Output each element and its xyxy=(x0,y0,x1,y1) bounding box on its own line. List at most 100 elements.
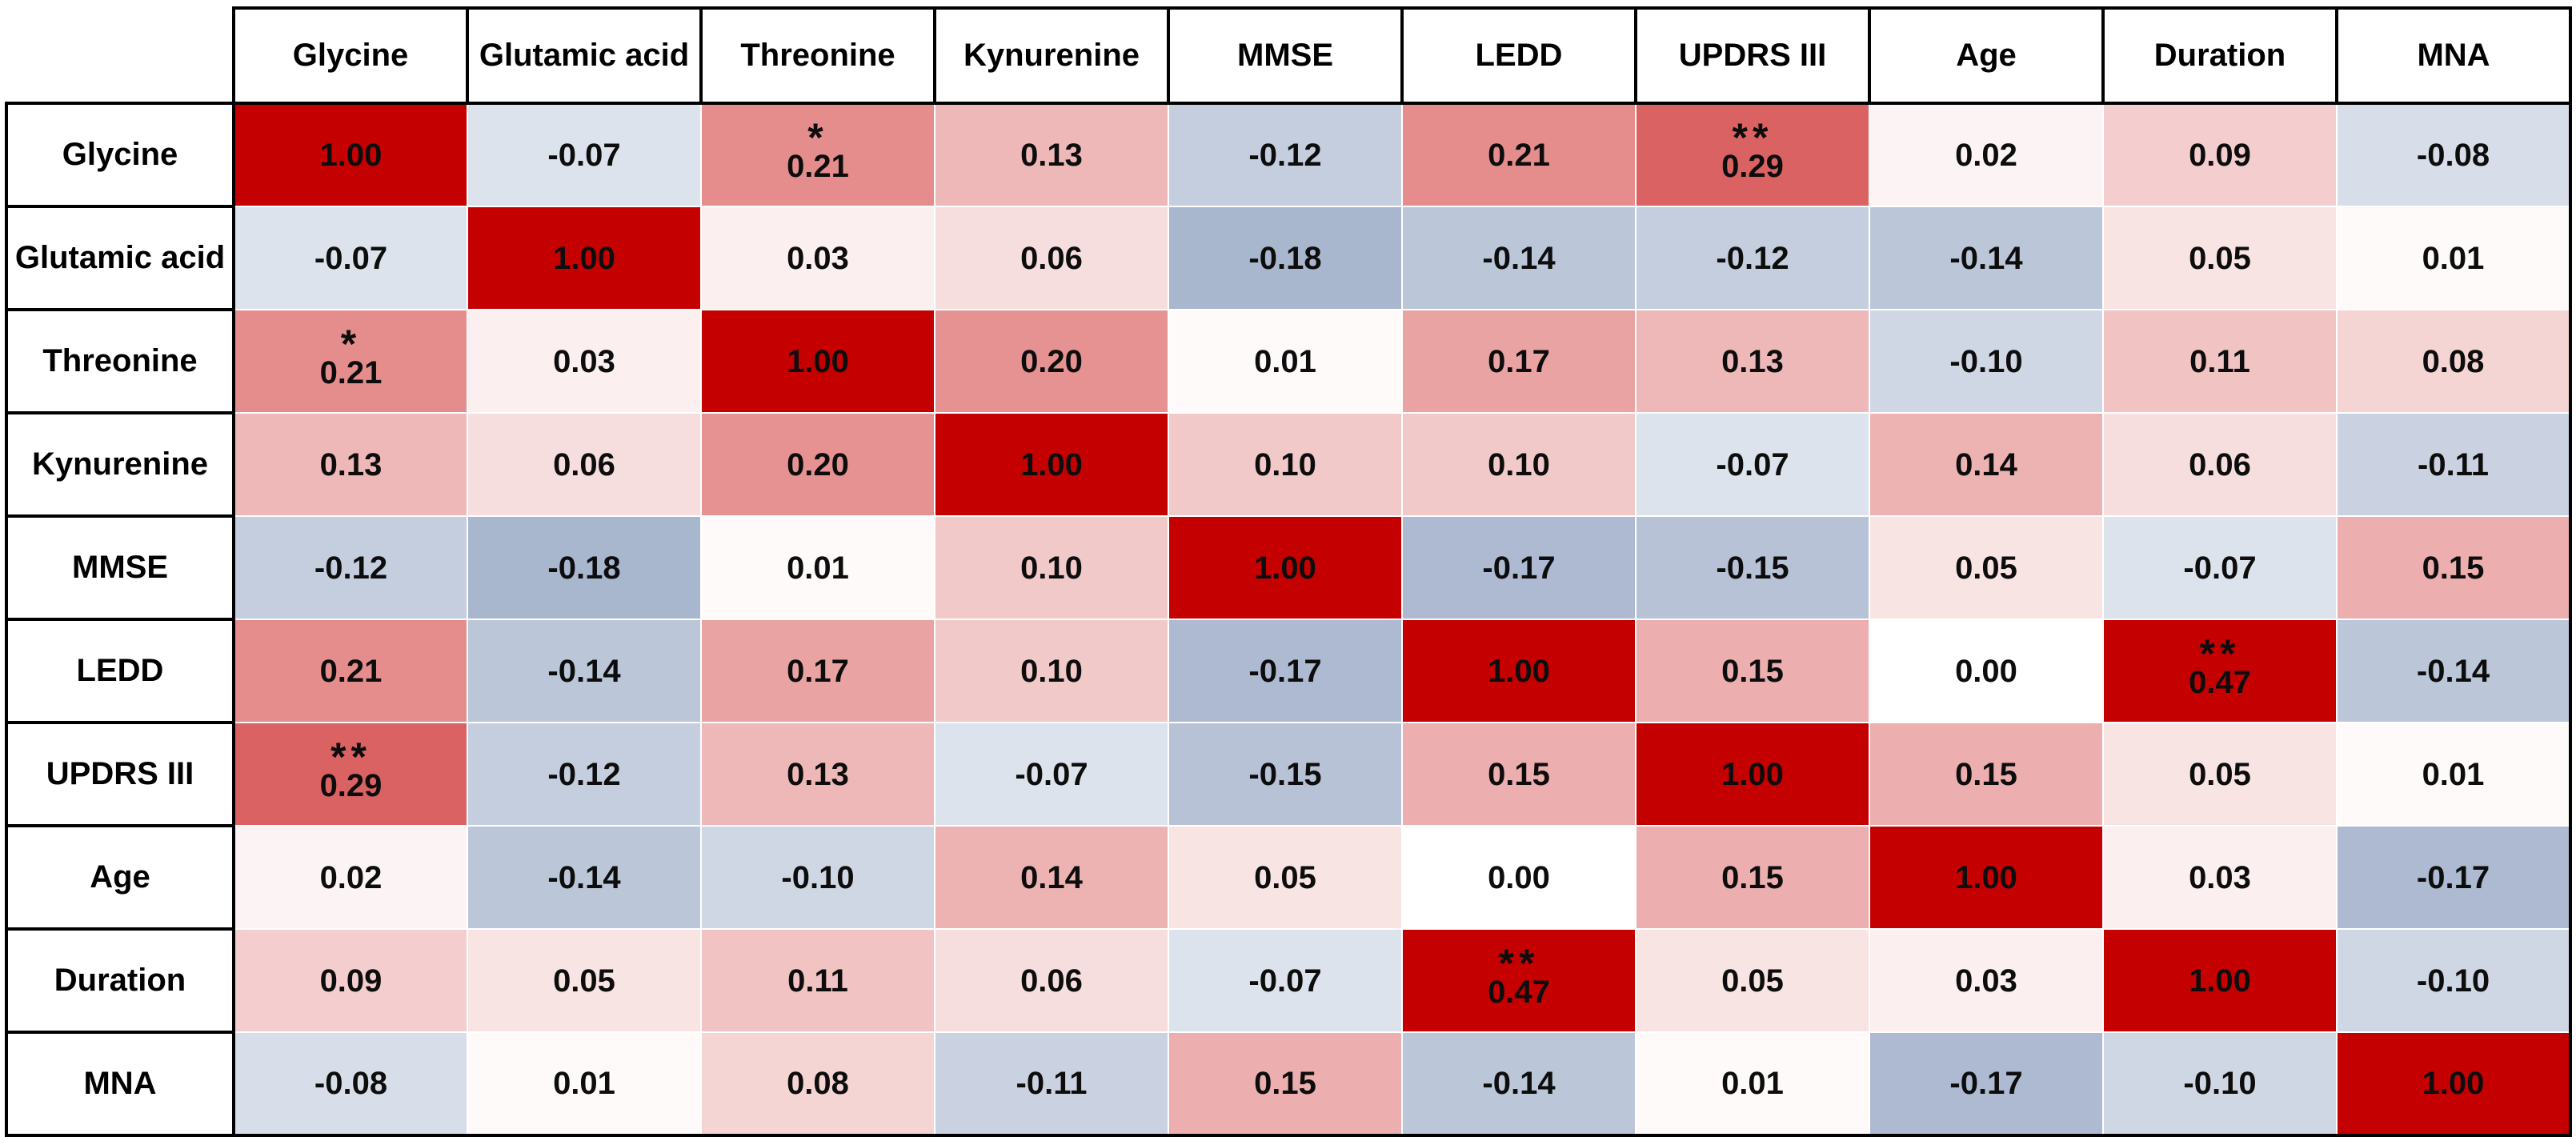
correlation-value: -0.14 xyxy=(1482,1066,1556,1101)
correlation-value: 0.03 xyxy=(1955,963,2017,999)
correlation-value: 0.11 xyxy=(2189,343,2250,379)
correlation-value: 0.21 xyxy=(787,149,849,184)
cell-content: -0.12 xyxy=(469,758,699,791)
cell-content: 0.15 xyxy=(1637,655,1868,688)
matrix-cell: 0.13 xyxy=(700,722,935,827)
correlation-value: -0.15 xyxy=(1248,756,1322,792)
cell-content: 0.05 xyxy=(2105,242,2335,275)
matrix-cell: 0.06 xyxy=(934,928,1169,1033)
cell-content: -0.08 xyxy=(2338,138,2567,172)
matrix-cell: ** 0.29 xyxy=(233,722,468,827)
cell-content: -0.12 xyxy=(1170,138,1400,172)
correlation-value: -0.18 xyxy=(1248,240,1322,276)
cell-content: 0.05 xyxy=(1637,963,1868,999)
cell-content: -0.10 xyxy=(2338,963,2567,999)
cell-content: 0.10 xyxy=(1170,448,1400,482)
matrix-cell: -0.15 xyxy=(1168,722,1403,827)
correlation-value: 0.05 xyxy=(1721,963,1784,999)
cell-content: 0.13 xyxy=(1637,343,1868,379)
cell-content: 0.17 xyxy=(703,655,933,688)
matrix-cell: 0.20 xyxy=(934,309,1169,414)
correlation-value: 0.00 xyxy=(1488,859,1550,895)
cell-content: -0.10 xyxy=(2105,1067,2335,1100)
matrix-cell: -0.17 xyxy=(1168,619,1403,723)
matrix-cell: 0.15 xyxy=(2336,515,2572,620)
correlation-value: 1.00 xyxy=(1955,859,2017,895)
correlation-value: 0.14 xyxy=(1020,859,1083,895)
matrix-cell: 0.01 xyxy=(2336,206,2572,310)
cell-content: 0.01 xyxy=(703,551,933,585)
correlation-value: 0.14 xyxy=(1955,446,2017,482)
cell-content: -0.07 xyxy=(469,138,699,172)
correlation-value: 0.13 xyxy=(319,446,383,482)
cell-content: 0.14 xyxy=(1871,446,2101,482)
matrix-cell: -0.10 xyxy=(2102,1031,2338,1137)
row-label-updrs-iii: UPDRS III xyxy=(5,721,235,827)
matrix-row-age: Age 0.02 -0.14 -0.10 0.14 0.05 0.00 0.15 1.00 0.0… xyxy=(5,824,2572,931)
cell-content: -0.17 xyxy=(1404,551,1634,585)
cell-content: 0.17 xyxy=(1404,345,1634,378)
matrix-cell: 0.13 xyxy=(934,102,1169,207)
cell-content: ** 0.47 xyxy=(2105,634,2335,699)
matrix-cell: 0.05 xyxy=(1635,928,1870,1033)
matrix-cell: 0.01 xyxy=(467,1031,702,1137)
cell-content: -0.17 xyxy=(1170,655,1400,688)
matrix-cell: 1.00 xyxy=(934,412,1169,517)
matrix-cell: 0.14 xyxy=(934,825,1169,930)
correlation-value: -0.12 xyxy=(1716,240,1789,276)
matrix-cell: 0.05 xyxy=(1869,515,2104,620)
cell-content: 0.15 xyxy=(1404,756,1634,792)
row-label-glutamic-acid: Glutamic acid xyxy=(5,205,235,311)
column-header-glutamic-acid: Glutamic acid xyxy=(466,6,703,105)
cell-content: -0.14 xyxy=(2338,655,2567,688)
cell-content: 0.03 xyxy=(469,345,699,378)
matrix-cell: 0.06 xyxy=(2102,412,2338,517)
significance-stars: ** xyxy=(1498,940,1540,986)
cell-content: 0.08 xyxy=(2338,343,2567,379)
matrix-cell: 0.08 xyxy=(2336,309,2572,414)
correlation-value: 1.00 xyxy=(1721,756,1784,792)
cell-content: 0.06 xyxy=(936,242,1167,275)
column-header-mmse: MMSE xyxy=(1167,6,1404,105)
correlation-value: 0.15 xyxy=(1488,756,1550,792)
correlation-value: 1.00 xyxy=(1488,653,1550,689)
matrix-cell: 0.00 xyxy=(1869,619,2104,723)
correlation-value: 0.13 xyxy=(1721,343,1784,379)
correlation-value: -0.14 xyxy=(547,859,621,895)
correlation-value: 0.21 xyxy=(1488,138,1550,173)
matrix-cell: -0.07 xyxy=(467,102,702,207)
cell-content: 0.09 xyxy=(235,964,466,998)
correlation-value: 0.05 xyxy=(1254,859,1316,895)
cell-content: 0.06 xyxy=(2105,448,2335,482)
correlation-value: 0.15 xyxy=(1254,1066,1316,1101)
matrix-cell: 0.00 xyxy=(1401,825,1637,930)
correlation-value: -0.10 xyxy=(2416,963,2490,999)
matrix-cell: -0.10 xyxy=(2336,928,2572,1033)
cell-content: -0.07 xyxy=(2105,550,2335,586)
matrix-cell: 0.06 xyxy=(467,412,702,517)
correlation-value: -0.14 xyxy=(1482,240,1556,276)
correlation-value: 0.01 xyxy=(2422,756,2485,792)
correlation-value: -0.17 xyxy=(2416,859,2490,895)
correlation-value: -0.10 xyxy=(781,859,855,895)
matrix-cell: 0.10 xyxy=(1168,412,1403,517)
cell-content: 1.00 xyxy=(1170,551,1400,585)
correlation-value: 0.20 xyxy=(787,446,849,482)
cell-content: 0.01 xyxy=(2338,242,2567,275)
cell-content: 0.13 xyxy=(703,756,933,792)
matrix-cell: 1.00 xyxy=(2102,928,2338,1033)
cell-content: -0.14 xyxy=(1404,1066,1634,1101)
matrix-cell: -0.07 xyxy=(233,206,468,310)
matrix-cell: 0.13 xyxy=(233,412,468,517)
correlation-value: 0.13 xyxy=(787,756,849,792)
cell-content: -0.07 xyxy=(1170,964,1400,998)
cell-content: -0.17 xyxy=(2338,859,2567,895)
correlation-value: 0.09 xyxy=(2189,138,2251,173)
correlation-value: 0.08 xyxy=(2422,343,2485,379)
correlation-value: -0.17 xyxy=(1949,1066,2023,1101)
column-header-age: Age xyxy=(1868,6,2105,105)
cell-content: 0.15 xyxy=(1170,1066,1400,1101)
matrix-cell: * 0.21 xyxy=(700,102,935,207)
cell-content: -0.15 xyxy=(1170,756,1400,792)
correlation-value: -0.07 xyxy=(2183,550,2257,586)
